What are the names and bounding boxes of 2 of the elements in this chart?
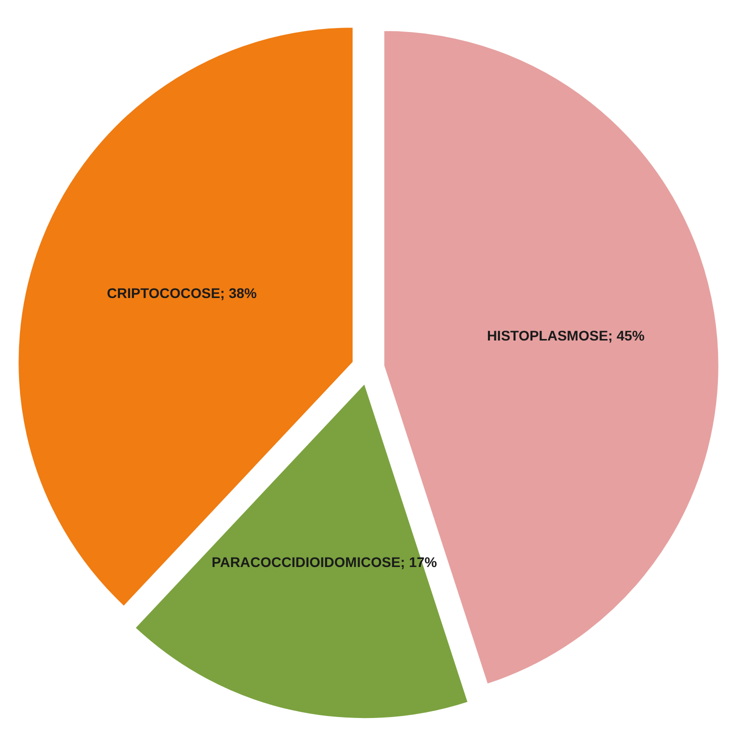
slice-label: HISTOPLASMOSE; 45%	[486, 327, 646, 344]
slice-label: CRIPTOCOCOSE; 38%	[106, 284, 258, 301]
